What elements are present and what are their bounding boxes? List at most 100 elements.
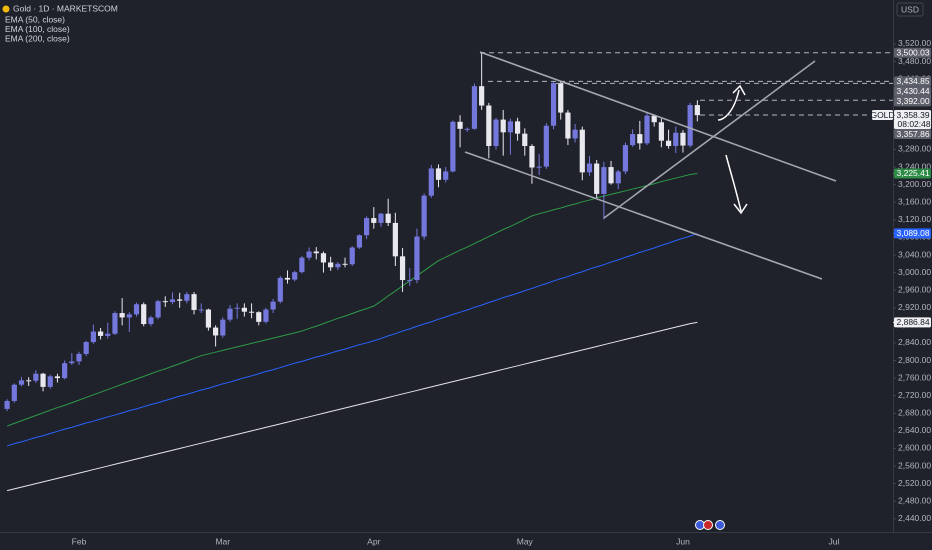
candle-body [385, 213, 391, 223]
price-tag [894, 168, 931, 179]
price-tag-label: 3,357.86 [897, 129, 930, 139]
y-tick-label: 2,800.00 [898, 355, 931, 365]
candle-body [579, 129, 585, 173]
y-tick-label: 2,600.00 [898, 443, 931, 453]
candle-body [665, 140, 672, 146]
candle-body [694, 105, 700, 116]
candle-body [11, 384, 17, 401]
candle-body [522, 133, 528, 146]
symbol-tag-label: GOLD [870, 110, 894, 120]
x-tick-label: Apr [367, 536, 380, 546]
legend-entry: EMA (50, close) [5, 14, 65, 24]
candle-body [594, 163, 600, 194]
candle-body [342, 263, 348, 265]
candle-body [133, 304, 140, 315]
y-tick-label: 2,440.00 [898, 513, 931, 523]
price-tag-label: 3,500.03 [897, 47, 930, 57]
price-tag [894, 110, 931, 121]
candle-body [507, 121, 513, 133]
candle-body [205, 309, 212, 328]
candle-body [54, 376, 61, 379]
candle-body [687, 105, 693, 146]
candle-body [500, 119, 506, 133]
candle-body [177, 299, 183, 301]
price-tag-label: 2,886.84 [897, 317, 930, 327]
candle-body [220, 319, 226, 336]
candle-body [169, 299, 176, 303]
candle-body [227, 308, 233, 320]
candle-body [364, 218, 370, 236]
candle-body [112, 313, 118, 334]
candle-body [292, 272, 298, 280]
plot-area [4, 52, 700, 492]
candle-body [18, 380, 25, 385]
candle-body [234, 307, 240, 309]
candle-body [486, 105, 492, 146]
candle-body [565, 112, 571, 139]
candle-body [148, 317, 154, 325]
candle-body [543, 125, 549, 167]
countdown-tag [894, 119, 931, 130]
candle-body [608, 167, 614, 184]
candle-body [622, 145, 629, 172]
candle-body [155, 301, 161, 318]
y-tick-label: 3,000.00 [898, 267, 931, 277]
candle-body [378, 213, 384, 223]
trend-line [603, 60, 816, 219]
y-tick-label: 3,480.00 [898, 56, 931, 66]
channel-upper [479, 51, 837, 182]
candle-body [658, 122, 664, 141]
candle-body [514, 121, 521, 134]
price-tag [894, 228, 931, 239]
candle-body [277, 277, 283, 302]
legend-entry: EMA (100, close) [5, 24, 70, 34]
candle-body [479, 86, 485, 106]
y-tick-label: 2,960.00 [898, 284, 931, 294]
price-tag [894, 76, 931, 87]
candle-body [529, 145, 535, 168]
candle-body [637, 134, 643, 144]
candle-body [680, 132, 686, 146]
arrow-head [732, 84, 746, 96]
candle-body [26, 380, 32, 382]
arrow-head [733, 203, 748, 215]
price-tag [894, 86, 931, 97]
candle-body [320, 253, 327, 263]
arrow-up [717, 89, 740, 121]
candle-body [76, 353, 82, 362]
candle-body [256, 312, 262, 322]
candle-body [83, 342, 89, 354]
candle-body [306, 251, 312, 258]
candle-body [450, 121, 456, 172]
candle-body [191, 294, 197, 310]
y-tick-label: 3,280.00 [898, 144, 931, 154]
y-tick-label: 2,640.00 [898, 425, 931, 435]
event-icons [695, 520, 725, 530]
candle-body [105, 333, 111, 336]
candle-body [651, 115, 657, 123]
event-icon [715, 520, 725, 530]
candle-body [263, 309, 269, 322]
candle-body [586, 163, 593, 173]
candle-body [4, 400, 10, 409]
currency-box [896, 2, 924, 17]
candle-body [399, 256, 406, 281]
y-tick-label: 2,840.00 [898, 337, 931, 347]
candle-body [428, 168, 434, 196]
price-tag [894, 317, 931, 328]
y-tick-label: 2,680.00 [898, 408, 931, 418]
ema-line [6, 321, 698, 492]
price-tag-label: 3,392.00 [897, 96, 930, 106]
candle-body [198, 309, 204, 311]
candle-body [601, 167, 607, 194]
candle-body [299, 257, 305, 273]
candle-body [349, 247, 355, 265]
y-tick-label: 3,520.00 [898, 38, 931, 48]
x-tick-label: Jul [829, 536, 840, 546]
x-tick-label: May [517, 536, 534, 546]
price-tag-label: 3,225.41 [897, 168, 930, 178]
candle-body [550, 83, 557, 126]
candle-body [126, 314, 132, 318]
